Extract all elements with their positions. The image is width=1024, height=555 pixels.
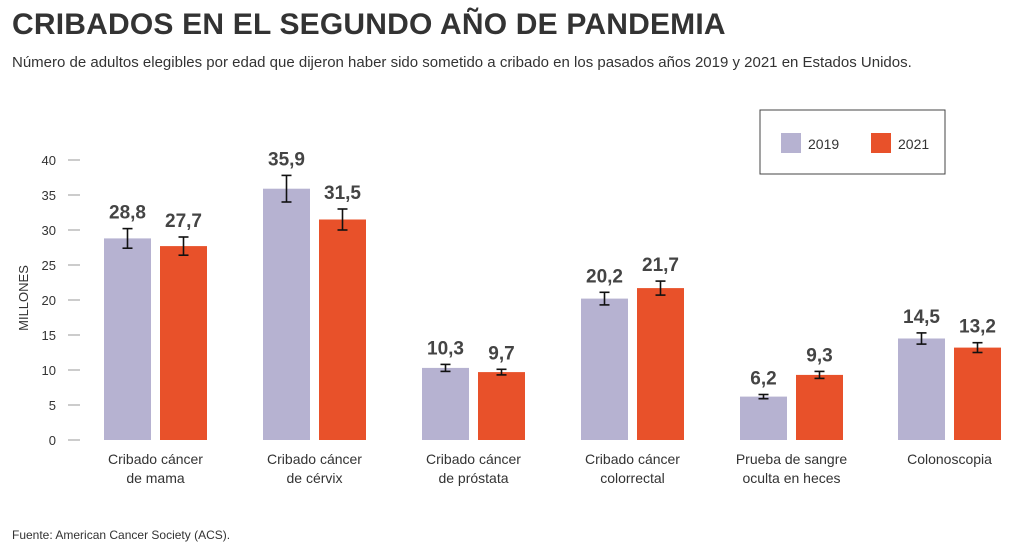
legend-label-2021: 2021: [898, 136, 929, 152]
y-tick-label: 35: [42, 188, 56, 203]
y-tick-label: 10: [42, 363, 56, 378]
category-labels: Cribado cáncer de mama Cribado cáncer de cé…: [108, 451, 992, 486]
chart-title: CRIBADOS EN EL SEGUNDO AÑO DE PANDEMIA: [12, 8, 726, 41]
bar-2021-5: [954, 347, 1001, 440]
category-label: de mama: [126, 470, 185, 486]
data-label: 27,7: [165, 211, 202, 232]
bar-2021-0: [160, 246, 207, 440]
legend-label-2019: 2019: [808, 136, 839, 152]
category-label: oculta en heces: [742, 470, 840, 486]
data-label: 14,5: [903, 307, 940, 328]
category-label: Cribado cáncer: [108, 451, 203, 467]
bar-2019-3: [581, 298, 628, 440]
y-tick-label: 5: [49, 398, 56, 413]
bar-2021-4: [796, 374, 843, 440]
y-tick-label: 40: [42, 153, 56, 168]
y-tick-label: 20: [42, 293, 56, 308]
category-label: Cribado cáncer: [426, 451, 521, 467]
data-label: 20,2: [586, 266, 623, 287]
category-label: Cribado cáncer: [585, 451, 680, 467]
bar-2021-2: [478, 372, 525, 440]
data-label: 10,3: [427, 338, 464, 359]
data-label: 28,8: [109, 203, 146, 224]
category-label: Colonoscopia: [907, 451, 992, 467]
category-label: de próstata: [438, 470, 508, 486]
category-label: colorrectal: [600, 470, 665, 486]
data-label: 9,3: [806, 345, 832, 366]
legend-swatch-2021: [871, 133, 891, 153]
y-axis: 0 5 10 15 20 25 30 35 40: [42, 153, 80, 448]
bar-2019-2: [422, 367, 469, 440]
bar-2019-1: [263, 188, 310, 440]
data-label: 35,9: [268, 149, 305, 170]
category-label: Prueba de sangre: [736, 451, 848, 467]
bars-group: 28,8 35,9 10,3 20,2 6,2 14,5 27,7 31,5 9,7 21,7 9,…: [104, 149, 1001, 440]
y-axis-label: MILLONES: [16, 265, 31, 331]
bar-2019-5: [898, 338, 945, 440]
bar-2021-1: [319, 219, 366, 440]
bar-2019-0: [104, 238, 151, 440]
bar-2019-4: [740, 396, 787, 440]
category-label: Cribado cáncer: [267, 451, 362, 467]
chart-subtitle: Número de adultos elegibles por edad que…: [12, 54, 912, 71]
y-tick-label: 30: [42, 223, 56, 238]
y-tick-label: 25: [42, 258, 56, 273]
y-tick-label: 15: [42, 328, 56, 343]
category-label: de cérvix: [286, 470, 342, 486]
data-label: 13,2: [959, 317, 996, 338]
data-label: 9,7: [488, 343, 514, 364]
legend-swatch-2019: [781, 133, 801, 153]
source-note: Fuente: American Cancer Society (ACS).: [12, 528, 231, 542]
data-label: 31,5: [324, 183, 361, 204]
y-tick-label: 0: [49, 433, 56, 448]
data-label: 6,2: [750, 369, 776, 390]
bar-2021-3: [637, 288, 684, 440]
data-label: 21,7: [642, 255, 679, 276]
legend: 2019 2021: [759, 109, 946, 175]
